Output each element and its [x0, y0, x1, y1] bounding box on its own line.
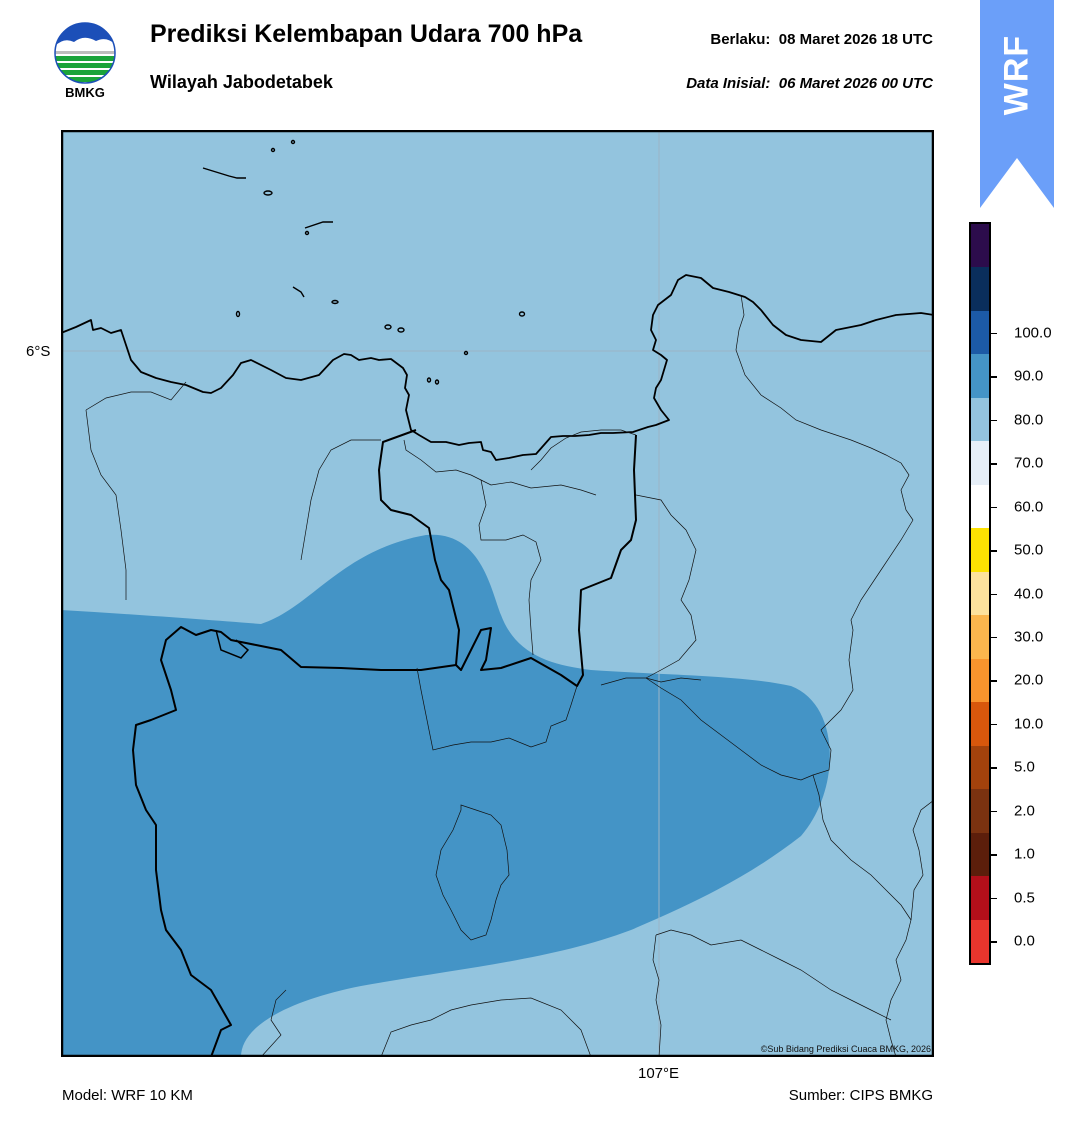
province-border-west [132, 626, 457, 1057]
colorbar-tick-label: 100.0 [1014, 324, 1052, 342]
init-label: Data Inisial: [686, 75, 771, 92]
wrf-badge [980, 0, 1054, 208]
colorbar-tick-label: 50.0 [1014, 541, 1044, 559]
colorbar-tick-label: 5.0 [1014, 758, 1035, 776]
valid-time: Berlaku: 08 Maret 2026 18 UTC [710, 31, 933, 48]
colorbar-tick [991, 506, 997, 509]
colorbar-segment [971, 223, 989, 268]
colorbar-tick [991, 376, 997, 378]
colorbar-tick-label: 60.0 [1014, 498, 1044, 516]
latitude-label: 6°S [26, 343, 51, 360]
colorbar-tick-label: 70.0 [1014, 454, 1044, 472]
colorbar-segment [971, 614, 989, 659]
colorbar-tick [991, 897, 997, 900]
district-borders [85, 294, 934, 1057]
colorbar-tick [991, 636, 997, 639]
colorbar-tick [991, 941, 997, 943]
colorbar-tick-label: 0.5 [1014, 889, 1035, 907]
copyright-note: ©Sub Bidang Prediksi Cuaca BMKG, 2026 [760, 1044, 931, 1054]
bmkg-logo [54, 22, 116, 84]
model-info: Model: WRF 10 KM [62, 1087, 193, 1104]
colorbar-segment [971, 658, 989, 703]
colorbar-segment [971, 527, 989, 572]
longitude-label: 107°E [638, 1065, 680, 1082]
colorbar-segment [971, 397, 989, 442]
colorbar-segment [971, 832, 989, 877]
colorbar-segment [971, 353, 989, 398]
init-value: 06 Maret 2026 00 UTC [778, 75, 933, 92]
colorbar-tick-label: 40.0 [1014, 585, 1044, 602]
colorbar-segment [971, 745, 989, 790]
humidity-70-80-area [61, 534, 830, 1057]
map-frame [61, 130, 934, 1057]
colorbar-segment [971, 701, 989, 746]
colorbar-tick [991, 593, 997, 595]
colorbar-tick [991, 810, 997, 813]
colorbar-tick-label: 20.0 [1014, 671, 1044, 689]
page-title: Prediksi Kelembapan Udara 700 hPa [150, 20, 583, 48]
colorbar-tick [991, 463, 997, 465]
colorbar [969, 222, 991, 965]
logo-text: BMKG [65, 85, 105, 100]
colorbar-tick-label: 10.0 [1014, 715, 1044, 733]
region-subtitle: Wilayah Jabodetabek [150, 72, 333, 92]
colorbar-tick-label: 90.0 [1014, 367, 1044, 385]
province-border [378, 429, 637, 687]
valid-label: Berlaku: [710, 31, 771, 48]
colorbar-segment [971, 484, 989, 529]
colorbar-tick [991, 419, 997, 422]
colorbar-segment [971, 788, 989, 833]
humidity-map [61, 130, 934, 1057]
wrf-badge-label: WRF [997, 34, 1036, 116]
colorbar-segment [971, 875, 989, 920]
colorbar-tick [991, 723, 997, 726]
colorbar-tick-label: 30.0 [1014, 628, 1044, 646]
colorbar-tick [991, 680, 997, 682]
colorbar-tick-label: 80.0 [1014, 411, 1044, 429]
colorbar-segment [971, 571, 989, 616]
colorbar-tick [991, 332, 997, 335]
coastline [61, 274, 934, 461]
colorbar-tick-label: 0.0 [1014, 932, 1035, 950]
colorbar-segment [971, 266, 989, 311]
colorbar-tick-label: 1.0 [1014, 845, 1035, 863]
island-group [202, 139, 526, 385]
init-time: Data Inisial: 06 Maret 2026 00 UTC [686, 75, 933, 92]
colorbar-segment [971, 440, 989, 485]
colorbar-segment [971, 919, 989, 963]
colorbar-tick [991, 854, 997, 856]
colorbar-tick [991, 550, 997, 552]
colorbar-tick [991, 767, 997, 769]
colorbar-tick-label: 2.0 [1014, 802, 1035, 820]
colorbar-segment [971, 310, 989, 355]
valid-value: 08 Maret 2026 18 UTC [778, 31, 933, 48]
source-info: Sumber: CIPS BMKG [788, 1087, 933, 1104]
